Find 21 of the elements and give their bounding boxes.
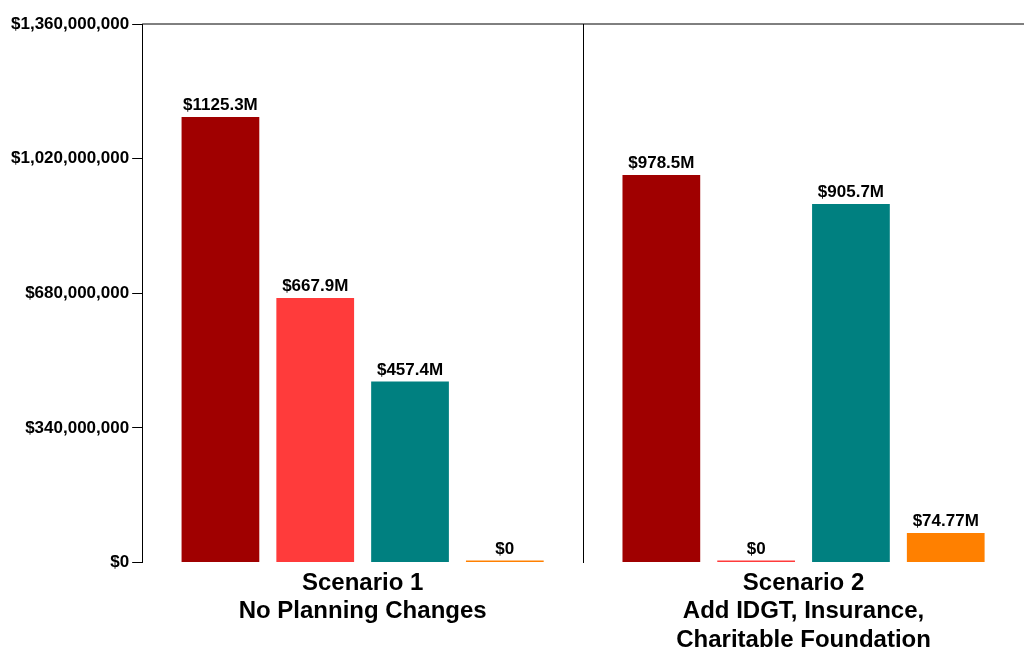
y-tick-label: $340,000,000 [25,417,130,437]
data-label: $0 [495,538,515,558]
data-label: $457.4M [376,359,444,379]
y-tick-label: $0 [110,552,130,572]
data-label: $905.7M [817,182,885,202]
bar [371,381,449,563]
data-label: $667.9M [282,276,349,296]
y-tick-label: $1,360,000,000 [11,13,130,33]
bar [812,203,890,563]
bar [276,298,355,563]
data-label: $1125.3M [183,95,258,115]
data-label: $74.77M [912,511,979,531]
y-tick-label: $680,000,000 [25,282,130,302]
bar [906,532,985,563]
x-tick-label: Scenario 1 No Planning Changes [238,567,487,624]
data-label: $978.5M [628,153,695,173]
bar [181,116,260,563]
x-tick-label: Scenario 2 Add IDGT, Insurance, Charitable Foundation [676,567,931,653]
data-label: $0 [746,538,766,558]
y-tick-label: $1,020,000,000 [11,148,130,168]
bar [622,175,701,563]
